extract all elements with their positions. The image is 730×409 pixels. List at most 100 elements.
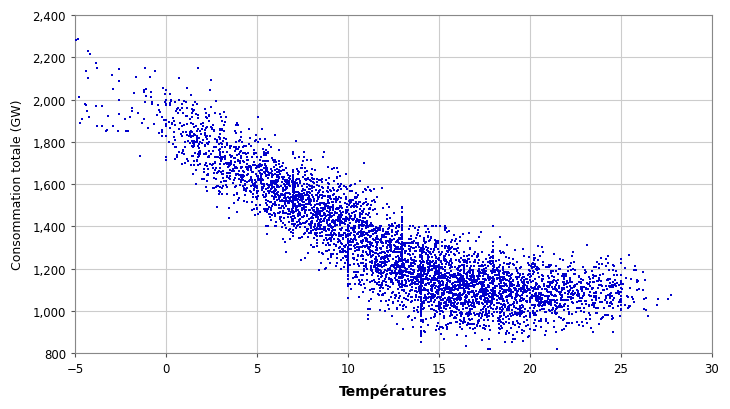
Point xyxy=(312,194,323,201)
Point xyxy=(450,273,462,280)
Point xyxy=(353,225,364,231)
Point xyxy=(538,283,550,290)
Point xyxy=(510,336,521,342)
Point xyxy=(484,258,496,265)
Point xyxy=(201,141,212,147)
Point xyxy=(444,272,456,278)
Point xyxy=(255,154,266,160)
Point xyxy=(591,310,603,316)
Point xyxy=(372,274,384,280)
Point xyxy=(364,206,375,212)
Point xyxy=(484,299,496,306)
Point xyxy=(604,300,616,307)
Point xyxy=(366,286,377,293)
Point xyxy=(342,223,353,229)
Point xyxy=(286,207,298,213)
Point xyxy=(396,258,408,265)
Point xyxy=(473,267,485,274)
Point xyxy=(505,275,517,282)
Point xyxy=(458,266,470,273)
Point xyxy=(470,288,482,294)
Point xyxy=(225,167,237,173)
Point xyxy=(495,319,507,326)
Point xyxy=(587,300,599,306)
Point xyxy=(572,281,583,288)
Point xyxy=(218,110,230,116)
Point xyxy=(290,207,301,213)
Point xyxy=(336,212,347,218)
Point xyxy=(349,274,361,281)
Point xyxy=(261,151,272,157)
Point xyxy=(334,200,345,206)
Point xyxy=(439,254,450,261)
Point xyxy=(546,283,558,290)
Point xyxy=(445,262,457,268)
Point xyxy=(336,246,347,253)
Point xyxy=(282,179,293,186)
Point xyxy=(364,252,376,258)
Point xyxy=(289,198,301,204)
Point xyxy=(558,307,569,313)
Point xyxy=(246,200,258,206)
Point xyxy=(393,295,404,301)
Point xyxy=(466,275,477,281)
Point xyxy=(503,288,515,295)
Point xyxy=(521,279,533,285)
Point xyxy=(274,193,286,200)
Point xyxy=(247,178,258,185)
Point xyxy=(531,298,542,304)
Point xyxy=(366,260,378,267)
Point xyxy=(273,158,285,165)
Point xyxy=(361,251,373,258)
Point xyxy=(409,261,420,268)
Point xyxy=(483,288,494,294)
Point xyxy=(426,306,437,312)
Point xyxy=(409,279,420,286)
Point xyxy=(459,319,471,325)
Point xyxy=(416,256,428,262)
Point xyxy=(375,268,387,274)
Point xyxy=(460,271,472,277)
Point xyxy=(461,285,472,291)
Point xyxy=(456,300,467,307)
Point xyxy=(247,187,259,193)
Point xyxy=(160,157,172,164)
Point xyxy=(232,158,244,165)
Point xyxy=(376,255,388,261)
Point xyxy=(382,256,393,262)
Point xyxy=(458,290,469,296)
Point xyxy=(397,260,409,267)
Point xyxy=(378,278,390,284)
Point xyxy=(377,274,388,280)
Point xyxy=(515,287,526,293)
Point xyxy=(502,313,514,319)
Point xyxy=(615,313,626,319)
Point xyxy=(480,277,491,284)
Point xyxy=(463,230,474,237)
Point xyxy=(459,290,471,296)
Point xyxy=(529,320,540,327)
Point xyxy=(353,217,364,224)
Point xyxy=(288,193,299,200)
Point xyxy=(458,279,470,285)
Point xyxy=(333,245,345,252)
Point xyxy=(514,321,526,328)
Point xyxy=(394,271,406,278)
Point xyxy=(458,278,469,284)
Point xyxy=(288,196,300,202)
Point xyxy=(379,276,391,283)
Point xyxy=(434,275,446,281)
Point xyxy=(384,242,396,249)
Point xyxy=(541,288,553,294)
Point xyxy=(604,303,616,310)
Point xyxy=(263,142,274,148)
Point xyxy=(468,289,480,296)
Point xyxy=(491,304,503,310)
Point xyxy=(440,306,452,313)
Point xyxy=(364,241,375,247)
Point xyxy=(357,238,369,245)
Point xyxy=(497,264,509,270)
Point xyxy=(415,280,426,287)
Point xyxy=(497,290,509,297)
Point xyxy=(427,291,439,298)
